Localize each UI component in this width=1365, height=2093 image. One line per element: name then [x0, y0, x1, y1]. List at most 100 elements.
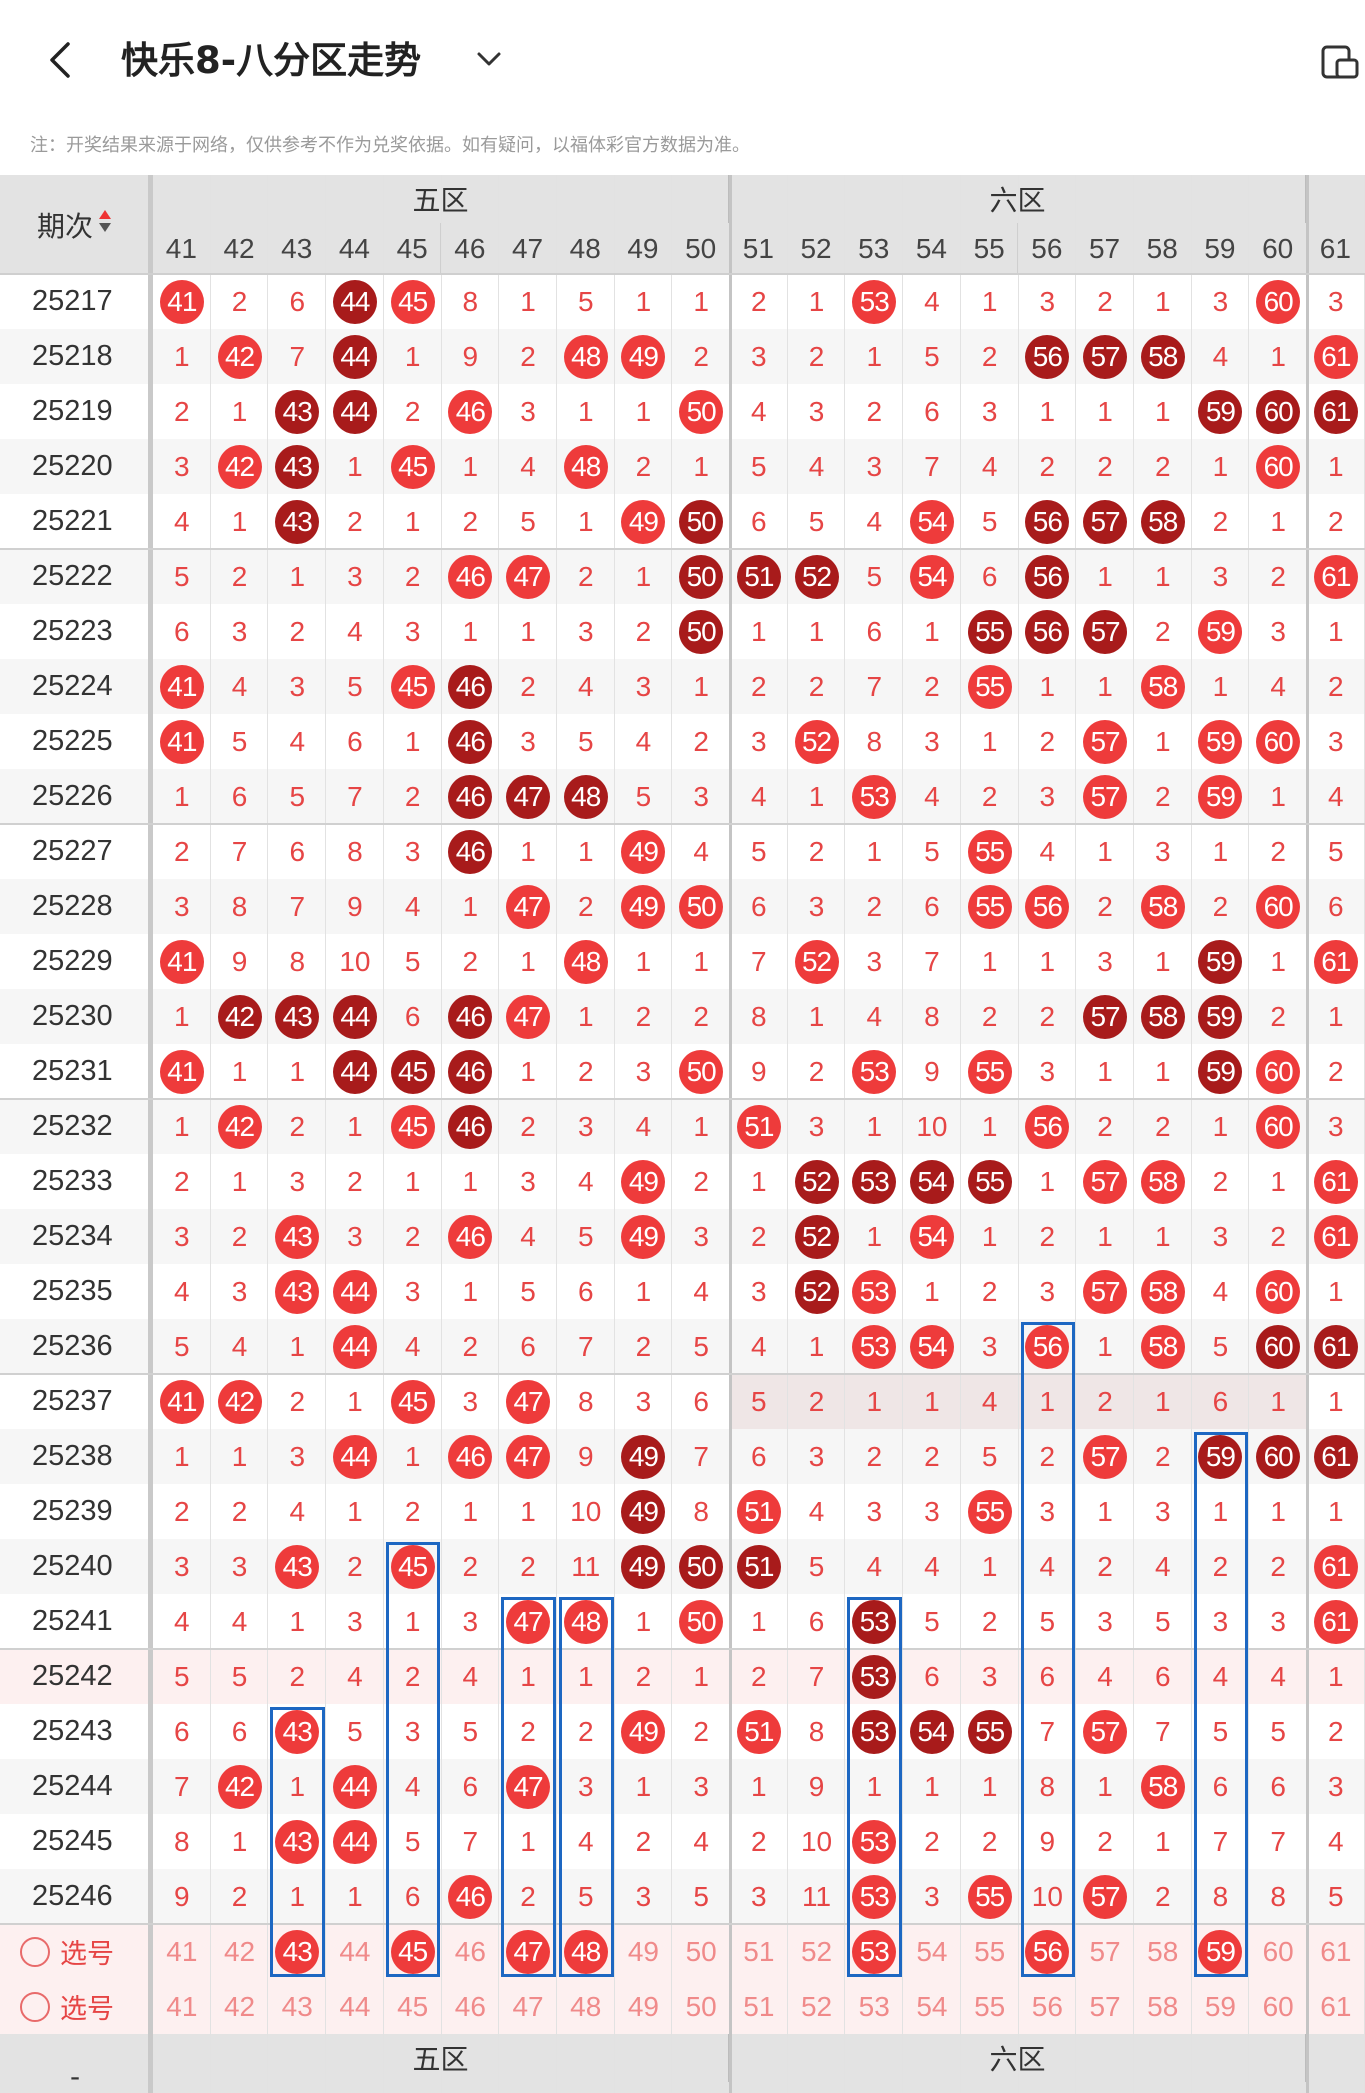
- drawn-number[interactable]: 58: [1134, 329, 1192, 384]
- select-number[interactable]: 56: [1019, 1924, 1077, 1979]
- drawn-number[interactable]: 41: [153, 1374, 211, 1429]
- drawn-number[interactable]: 58: [1134, 1154, 1192, 1209]
- page-title[interactable]: 快乐8-八分区走势: [121, 39, 422, 82]
- device-switch-button[interactable]: [1320, 42, 1360, 82]
- drawn-number[interactable]: 52: [788, 1209, 846, 1264]
- drawn-number[interactable]: 50: [672, 1594, 730, 1649]
- drawn-number[interactable]: 46: [442, 659, 500, 714]
- drawn-number[interactable]: 44: [326, 1044, 384, 1099]
- drawn-number[interactable]: 53: [845, 1594, 903, 1649]
- select-number[interactable]: 46: [442, 1979, 500, 2034]
- drawn-number[interactable]: 46: [442, 989, 500, 1044]
- drawn-number[interactable]: 58: [1134, 1759, 1192, 1814]
- drawn-number[interactable]: 55: [961, 1484, 1019, 1539]
- drawn-number[interactable]: 61: [1307, 1209, 1365, 1264]
- drawn-number[interactable]: 60: [1249, 879, 1307, 934]
- drawn-number[interactable]: 58: [1134, 1264, 1192, 1319]
- drawn-number[interactable]: 45: [384, 1099, 442, 1154]
- drawn-number[interactable]: 60: [1249, 714, 1307, 769]
- drawn-number[interactable]: 61: [1307, 1429, 1365, 1484]
- select-number[interactable]: 52: [788, 1924, 846, 1979]
- drawn-number[interactable]: 54: [903, 1209, 961, 1264]
- drawn-number[interactable]: 47: [499, 769, 557, 824]
- drawn-number[interactable]: 61: [1307, 384, 1365, 439]
- drawn-number[interactable]: 61: [1307, 329, 1365, 384]
- drawn-number[interactable]: 61: [1307, 549, 1365, 604]
- drawn-number[interactable]: 58: [1134, 659, 1192, 714]
- drawn-number[interactable]: 42: [211, 1374, 269, 1429]
- title-dropdown-button[interactable]: [474, 46, 504, 72]
- drawn-number[interactable]: 48: [557, 1594, 615, 1649]
- drawn-number[interactable]: 54: [903, 1154, 961, 1209]
- select-number[interactable]: 49: [615, 1924, 673, 1979]
- drawn-number[interactable]: 56: [1019, 329, 1077, 384]
- drawn-number[interactable]: 47: [499, 1594, 557, 1649]
- select-number[interactable]: 48: [557, 1924, 615, 1979]
- drawn-number[interactable]: 50: [672, 384, 730, 439]
- drawn-number[interactable]: 47: [499, 879, 557, 934]
- drawn-number[interactable]: 47: [499, 1759, 557, 1814]
- drawn-number[interactable]: 45: [384, 274, 442, 329]
- drawn-number[interactable]: 56: [1019, 604, 1077, 659]
- drawn-number[interactable]: 46: [442, 384, 500, 439]
- drawn-number[interactable]: 53: [845, 1869, 903, 1924]
- drawn-number[interactable]: 47: [499, 549, 557, 604]
- drawn-number[interactable]: 59: [1192, 1044, 1250, 1099]
- select-number[interactable]: 54: [903, 1979, 961, 2034]
- drawn-number[interactable]: 49: [615, 329, 673, 384]
- drawn-number[interactable]: 44: [326, 384, 384, 439]
- sort-updown-icon[interactable]: [97, 207, 113, 242]
- drawn-number[interactable]: 44: [326, 1759, 384, 1814]
- drawn-number[interactable]: 51: [730, 1539, 788, 1594]
- drawn-number[interactable]: 60: [1249, 1429, 1307, 1484]
- drawn-number[interactable]: 48: [557, 769, 615, 824]
- drawn-number[interactable]: 60: [1249, 384, 1307, 439]
- select-number[interactable]: 49: [615, 1979, 673, 2034]
- select-number[interactable]: 41: [153, 1924, 211, 1979]
- drawn-number[interactable]: 44: [326, 329, 384, 384]
- drawn-number[interactable]: 53: [845, 769, 903, 824]
- drawn-number[interactable]: 55: [961, 659, 1019, 714]
- drawn-number[interactable]: 57: [1076, 714, 1134, 769]
- drawn-number[interactable]: 56: [1019, 549, 1077, 604]
- select-number[interactable]: 60: [1249, 1924, 1307, 1979]
- drawn-number[interactable]: 47: [499, 1429, 557, 1484]
- drawn-number[interactable]: 56: [1019, 1319, 1077, 1374]
- drawn-number[interactable]: 46: [442, 1044, 500, 1099]
- drawn-number[interactable]: 61: [1307, 1594, 1365, 1649]
- drawn-number[interactable]: 44: [326, 1814, 384, 1869]
- drawn-number[interactable]: 43: [268, 1704, 326, 1759]
- drawn-number[interactable]: 57: [1076, 604, 1134, 659]
- period-header[interactable]: 期次: [0, 175, 150, 274]
- drawn-number[interactable]: 59: [1192, 769, 1250, 824]
- select-number[interactable]: 61: [1307, 1979, 1365, 2034]
- select-number[interactable]: 43: [268, 1979, 326, 2034]
- drawn-number[interactable]: 49: [615, 1429, 673, 1484]
- select-number[interactable]: 52: [788, 1979, 846, 2034]
- drawn-number[interactable]: 41: [153, 274, 211, 329]
- drawn-number[interactable]: 41: [153, 714, 211, 769]
- select-number[interactable]: 48: [557, 1979, 615, 2034]
- drawn-number[interactable]: 59: [1192, 384, 1250, 439]
- drawn-number[interactable]: 49: [615, 1484, 673, 1539]
- drawn-number[interactable]: 60: [1249, 274, 1307, 329]
- drawn-number[interactable]: 57: [1076, 494, 1134, 549]
- drawn-number[interactable]: 58: [1134, 879, 1192, 934]
- select-number[interactable]: 61: [1307, 1924, 1365, 1979]
- drawn-number[interactable]: 50: [672, 494, 730, 549]
- drawn-number[interactable]: 52: [788, 934, 846, 989]
- drawn-number[interactable]: 44: [326, 1264, 384, 1319]
- drawn-number[interactable]: 46: [442, 549, 500, 604]
- drawn-number[interactable]: 59: [1192, 934, 1250, 989]
- drawn-number[interactable]: 57: [1076, 329, 1134, 384]
- drawn-number[interactable]: 46: [442, 824, 500, 879]
- drawn-number[interactable]: 43: [268, 494, 326, 549]
- drawn-number[interactable]: 57: [1076, 1429, 1134, 1484]
- select-number[interactable]: 55: [961, 1979, 1019, 2034]
- drawn-number[interactable]: 57: [1076, 769, 1134, 824]
- drawn-number[interactable]: 58: [1134, 494, 1192, 549]
- drawn-number[interactable]: 45: [384, 1539, 442, 1594]
- drawn-number[interactable]: 43: [268, 1264, 326, 1319]
- drawn-number[interactable]: 49: [615, 1704, 673, 1759]
- drawn-number[interactable]: 54: [903, 1704, 961, 1759]
